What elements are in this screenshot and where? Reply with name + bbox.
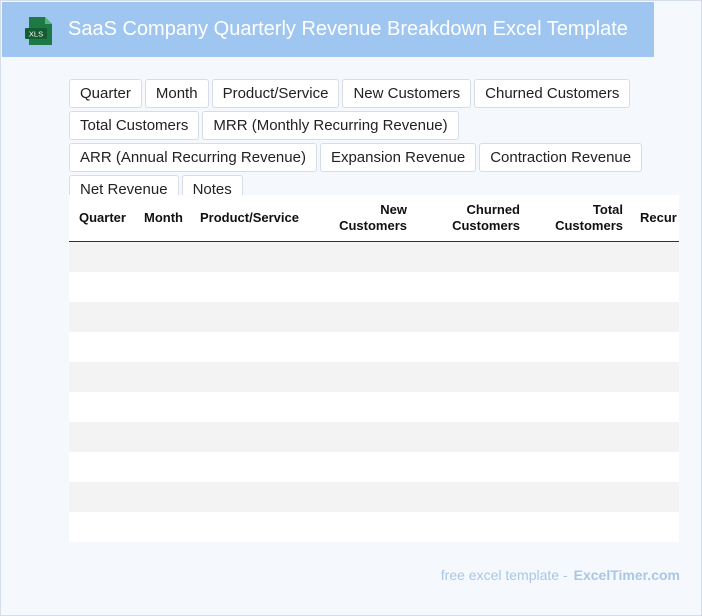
column-header-churned-customers: Churned Customers (452, 202, 520, 233)
page-title: SaaS Company Quarterly Revenue Breakdown… (68, 18, 628, 40)
chip-quarter[interactable]: Quarter (69, 79, 142, 108)
footer-attribution: free excel template - ExcelTimer.com (441, 567, 680, 583)
column-header-new-customers: New Customers (339, 202, 407, 233)
table-row (69, 422, 679, 452)
chip-contraction-revenue[interactable]: Contraction Revenue (479, 143, 643, 172)
table-row (69, 452, 679, 482)
excel-file-icon: XLS (25, 17, 52, 45)
table-row (69, 332, 679, 362)
chip-new-customers[interactable]: New Customers (342, 79, 472, 108)
title-bar: XLS SaaS Company Quarterly Revenue Break… (2, 2, 654, 57)
chip-expansion-revenue[interactable]: Expansion Revenue (319, 143, 477, 172)
chip-month[interactable]: Month (144, 79, 209, 108)
column-header-total-customers: Total Customers (555, 202, 623, 233)
file-badge-text: XLS (29, 30, 43, 39)
chip-mrr[interactable]: MRR (Monthly Recurring Revenue) (202, 111, 459, 140)
table-row (69, 392, 679, 422)
column-header-month: Month (144, 210, 183, 225)
footer-brand-link[interactable]: ExcelTimer.com (573, 567, 680, 583)
preview-table: Quarter Month Product/Service New Custome… (69, 195, 679, 542)
chip-total-customers[interactable]: Total Customers (69, 111, 200, 140)
column-header-product-service: Product/Service (200, 210, 299, 225)
column-header-quarter: Quarter (79, 210, 126, 225)
column-header-recurring-revenue: Recur (640, 210, 677, 225)
footer-text: free excel template - (440, 567, 568, 583)
table-row (69, 512, 679, 542)
chip-product-service[interactable]: Product/Service (211, 79, 340, 108)
table-row (69, 482, 679, 512)
table-header-row: Quarter Month Product/Service New Custome… (69, 195, 679, 242)
table-row (69, 272, 679, 302)
field-chip-list: Quarter Month Product/Service New Custom… (69, 79, 699, 204)
chip-churned-customers[interactable]: Churned Customers (474, 79, 631, 108)
table-row (69, 302, 679, 332)
table-row (69, 362, 679, 392)
chip-arr[interactable]: ARR (Annual Recurring Revenue) (69, 143, 317, 172)
table-row (69, 242, 679, 272)
